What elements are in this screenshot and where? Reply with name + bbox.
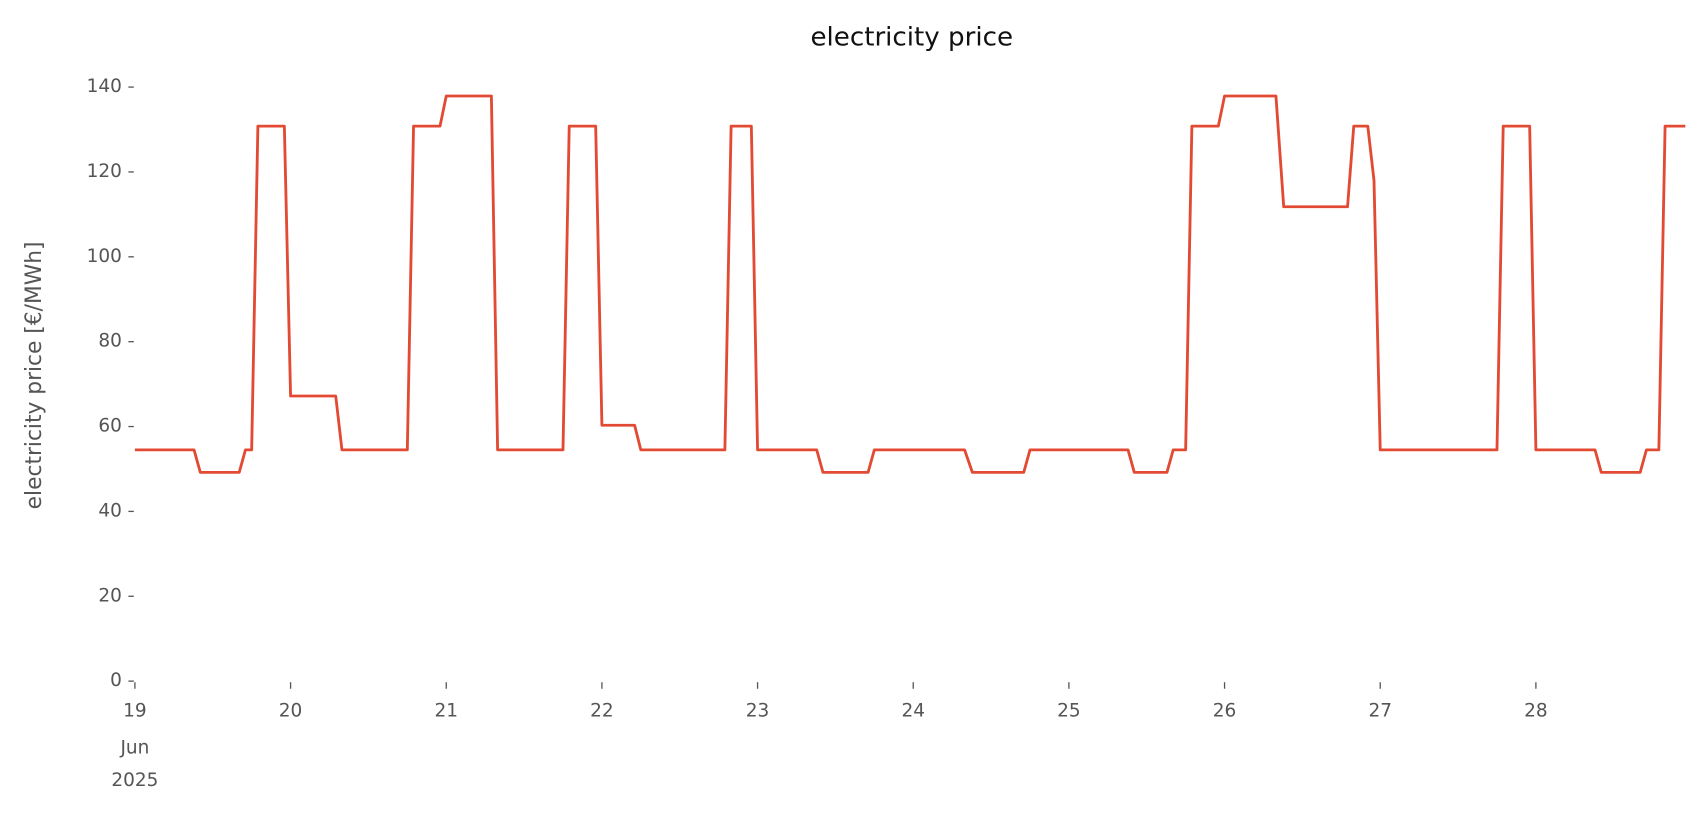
x-tick-label: 20	[279, 701, 303, 722]
x-tick-label: 19	[123, 701, 147, 722]
x-tick-label: 26	[1213, 701, 1237, 722]
x-tick-label: 22	[590, 701, 614, 722]
y-tick-label: 100	[87, 246, 122, 267]
x-tick-label: 23	[746, 701, 770, 722]
x-tick-sublabel: 2025	[111, 770, 158, 791]
x-tick-label: 25	[1057, 701, 1081, 722]
x-tick-label: 27	[1368, 701, 1392, 722]
x-tick-label: 28	[1524, 701, 1548, 722]
price-line	[134, 94, 1686, 474]
y-axis-label: electricity price [€/MWh]	[22, 241, 47, 509]
y-tick-label: 120	[87, 161, 122, 182]
x-tick-label: 24	[901, 701, 925, 722]
y-tick-label: 0	[110, 670, 122, 691]
y-tick-label: 20	[98, 585, 122, 606]
y-tick-label: 60	[98, 416, 122, 437]
y-tick-label: 40	[98, 500, 122, 521]
x-tick-sublabel: Jun	[119, 738, 149, 759]
y-tick-label: 80	[98, 331, 122, 352]
chart-title: electricity price	[810, 23, 1013, 53]
y-tick-label: 140	[87, 76, 122, 97]
x-tick-label: 21	[434, 701, 458, 722]
